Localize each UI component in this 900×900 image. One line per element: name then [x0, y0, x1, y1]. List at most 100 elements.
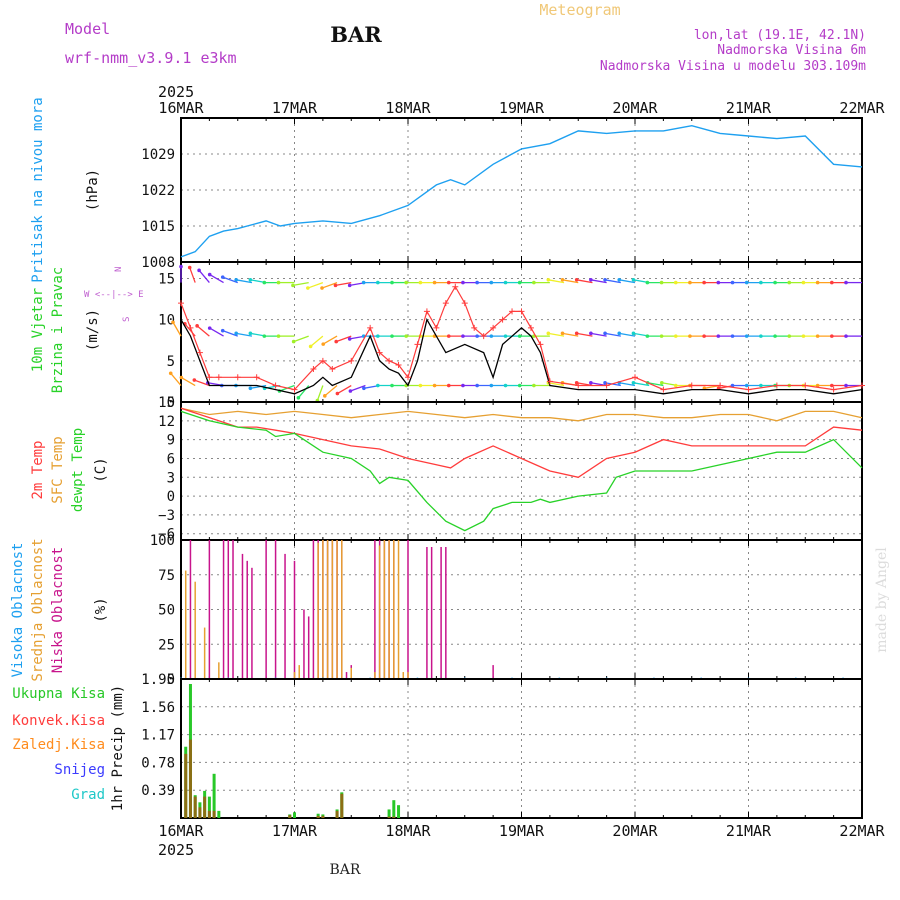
wind-vector-head	[220, 328, 225, 333]
wind-vector	[236, 279, 253, 284]
wind-vector-head	[220, 275, 225, 279]
wind-vector	[194, 379, 210, 387]
wind-vector-head	[376, 383, 380, 388]
wind-label-1: 10m Vjetar	[30, 288, 46, 372]
cloud-unit: (%)	[93, 597, 109, 622]
wind-vector-head	[631, 331, 636, 336]
y-tick-label: 0	[167, 672, 175, 688]
model-label: Model	[65, 20, 110, 38]
wind-gust-marker	[461, 300, 468, 307]
wind-vector	[548, 382, 565, 387]
wind-vector-head	[489, 334, 494, 338]
wind-gust-marker	[471, 324, 478, 331]
wind-vector	[562, 332, 579, 337]
precip-total-bar	[392, 800, 396, 818]
wind-vector-head	[197, 268, 201, 273]
temperature-panel: −6 −3 0 3 6 9 12 15	[158, 395, 863, 543]
y-tick-label: 50	[158, 603, 175, 619]
wind-vector-head	[195, 324, 199, 328]
wind-vector-head	[702, 334, 706, 338]
wind-vector-head	[801, 334, 806, 338]
precip-total-bar	[397, 805, 401, 818]
wind-vector-head	[744, 334, 749, 338]
wind-vector	[292, 281, 309, 287]
wind-gust-marker	[688, 382, 695, 389]
wind-vector-head	[418, 280, 423, 285]
wind-vector-head	[321, 342, 326, 346]
wind-vector-head	[334, 339, 339, 344]
wind-vector-head	[489, 383, 494, 388]
wind-vector	[350, 384, 366, 392]
wind-vector-head	[179, 375, 184, 380]
wind-vector	[181, 376, 196, 387]
wind-vector	[633, 382, 650, 387]
wind-vector-head	[773, 334, 777, 338]
wind-vector	[307, 281, 324, 289]
wind-vector	[647, 382, 664, 387]
wind-vector-head	[234, 278, 238, 282]
temp-unit: (C)	[93, 457, 109, 482]
y-tick-label: 15	[158, 395, 175, 411]
x-tick-label-top: 21MAR	[726, 99, 772, 117]
wind-vector-head	[532, 280, 536, 285]
wind-vector	[335, 335, 352, 343]
pressure-label: Pritisak na nivou mora	[30, 97, 46, 282]
y-tick-label: 10	[158, 313, 175, 329]
wind-vector-head	[390, 383, 394, 388]
wind-vector-head	[560, 331, 565, 336]
wind-vector-head	[773, 280, 777, 285]
wind-gust-marker	[518, 308, 525, 315]
precip-panel: 0.39 0.78 1.17 1.56 1.95	[141, 672, 863, 819]
wind-vector	[590, 279, 607, 284]
y-tick-label: 12	[158, 414, 175, 430]
wind-gust-marker	[830, 386, 837, 393]
wind-gust-marker	[442, 300, 449, 307]
wind-gust-marker	[660, 386, 667, 393]
wind-vector	[604, 279, 621, 284]
wind-vector-head	[404, 280, 408, 285]
precip-total-bar	[207, 796, 211, 818]
year-bottom: 2025	[158, 841, 194, 859]
wind-vector-head	[262, 334, 267, 338]
wind-vector-head	[815, 383, 820, 388]
wind-vector	[562, 279, 579, 284]
cloud-label-mid: Srednja Oblacnost	[30, 538, 46, 681]
wind-vector-head	[844, 383, 848, 388]
wind-vector-head	[517, 383, 522, 388]
wind-vector-head	[631, 278, 636, 282]
precip-conv-bar	[387, 816, 391, 818]
wind-vector-head	[702, 280, 706, 285]
wind-vector-head	[574, 331, 579, 336]
wind-vector	[321, 281, 338, 289]
wind-vector-head	[631, 380, 636, 385]
x-tick-label-bottom: 21MAR	[726, 822, 772, 840]
wind-vector	[548, 279, 565, 284]
wind-gust-marker	[329, 366, 336, 373]
wind-vector-head	[759, 280, 763, 285]
y-tick-label: 15	[158, 271, 175, 287]
wind-vector-head	[759, 334, 763, 338]
legend-we: W <--|--> E	[84, 290, 144, 300]
wind-vector-head	[308, 344, 313, 349]
wind-vector	[189, 267, 196, 283]
wind-gust-marker	[367, 324, 374, 331]
wind-vector-head	[673, 334, 678, 338]
wind-vector-head	[432, 280, 437, 285]
wind-vector-head	[361, 280, 366, 285]
temp-label-dew: dewpt Temp	[70, 428, 86, 512]
wind-vector-head	[461, 334, 465, 338]
wind-vector	[324, 385, 338, 397]
wind-vector-head	[187, 265, 192, 270]
y-tick-label: 75	[158, 568, 175, 584]
wind-gust-marker	[206, 374, 213, 381]
temp-2m-line	[180, 407, 863, 478]
wind-vector-head	[659, 280, 664, 285]
lonlat-label: lon,lat (19.1E, 42.1N)	[694, 28, 866, 43]
precip-conv-bar	[316, 815, 320, 818]
y-tick-label: 1008	[141, 255, 175, 271]
wind-vector-head	[688, 280, 692, 285]
wind-gust-marker	[272, 382, 279, 389]
wind-vector-head	[617, 331, 622, 336]
wind-vector-head	[475, 383, 479, 388]
